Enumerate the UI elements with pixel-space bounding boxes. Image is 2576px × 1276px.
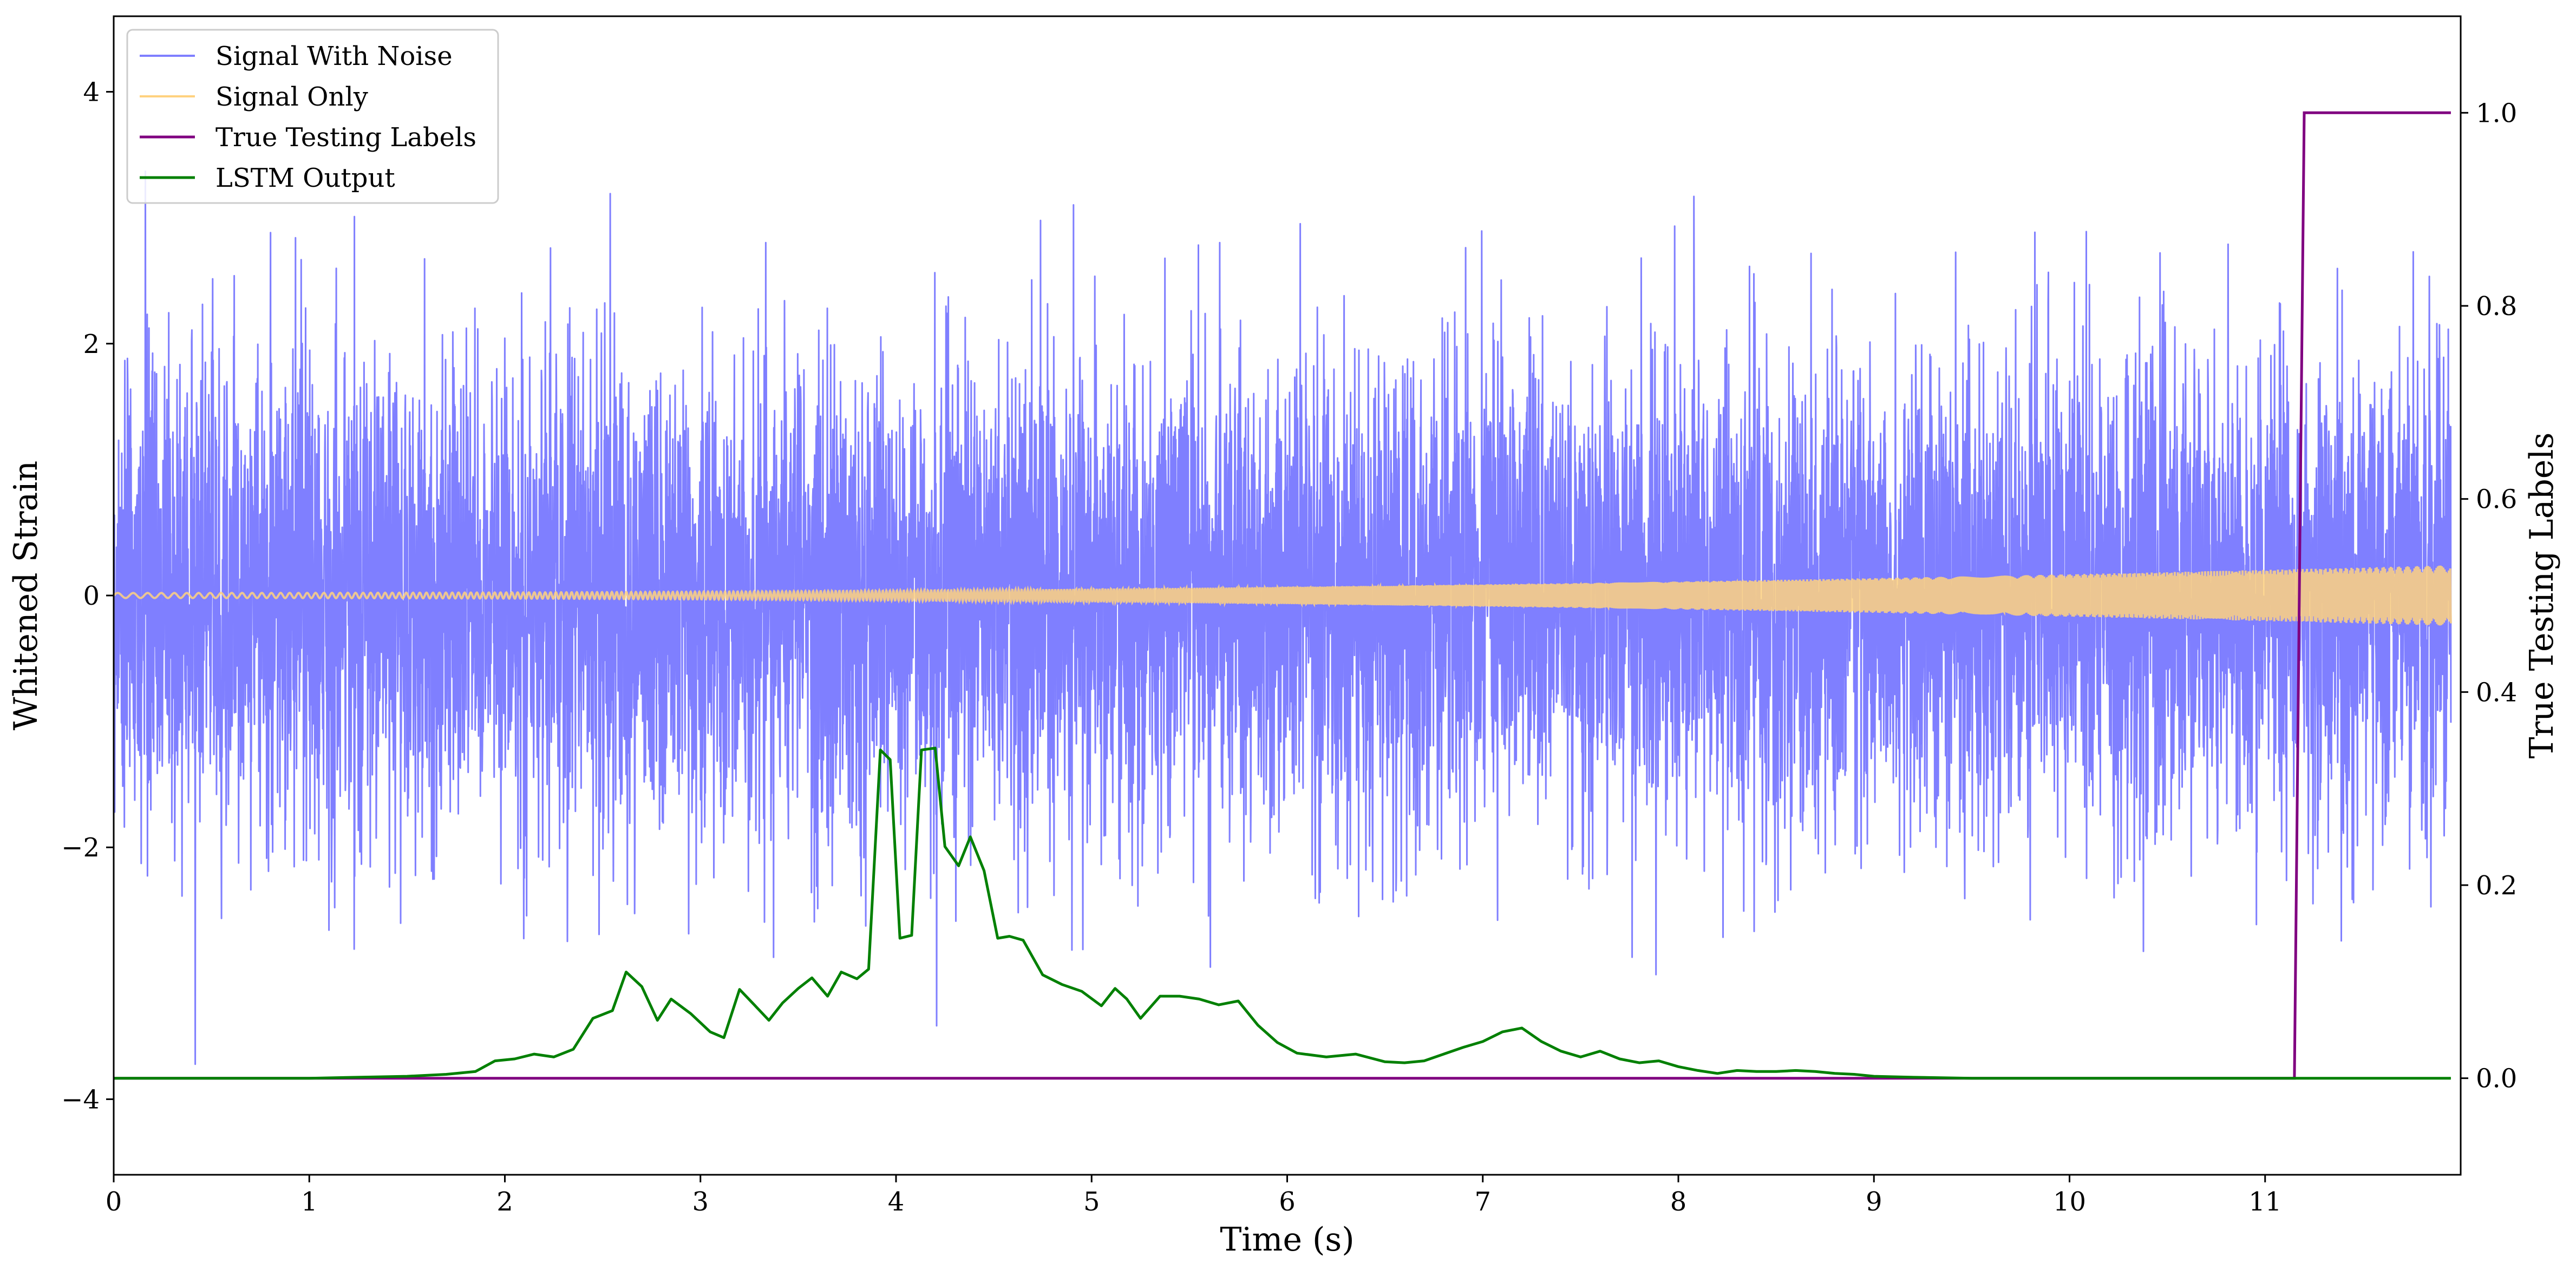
y-right-tick-label: 0.6 <box>2476 485 2517 515</box>
legend-label-true-testing-labels: True Testing Labels <box>215 122 476 153</box>
y-left-tick-label: −2 <box>61 833 100 863</box>
y-right-tick-label: 0.8 <box>2476 291 2517 322</box>
legend-label-signal-with-noise: Signal With Noise <box>215 41 453 71</box>
legend-box <box>126 29 499 204</box>
series-true-testing-labels <box>114 111 2451 1080</box>
y-left-tick-label: 4 <box>83 77 100 108</box>
x-tick-label: 8 <box>1670 1187 1687 1217</box>
x-tick-label: 3 <box>692 1187 709 1217</box>
x-tick-label: 2 <box>496 1187 513 1217</box>
x-tick-label: 11 <box>2248 1187 2281 1217</box>
x-tick-label: 1 <box>301 1187 318 1217</box>
y-axis-left: −4 −2 0 2 4 <box>61 77 114 1115</box>
y-axis-right-title: True Testing Labels <box>2523 433 2561 759</box>
x-tick-label: 0 <box>106 1187 122 1217</box>
legend-label-lstm-output: LSTM Output <box>215 163 395 193</box>
x-tick-label: 7 <box>1474 1187 1491 1217</box>
x-axis-title: Time (s) <box>1220 1221 1354 1259</box>
x-tick-label: 9 <box>1866 1187 1882 1217</box>
plot-area <box>114 111 2452 1080</box>
y-left-tick-label: 0 <box>83 581 100 611</box>
x-tick-label: 6 <box>1279 1187 1296 1217</box>
y-axis-left-title: Whitened Strain <box>7 461 45 730</box>
y-right-tick-label: 0.4 <box>2476 677 2517 708</box>
series-signal-with-noise <box>114 170 2452 1065</box>
x-tick-label: 4 <box>888 1187 905 1217</box>
x-tick-label: 5 <box>1083 1187 1100 1217</box>
y-right-tick-label: 0.2 <box>2476 871 2517 901</box>
y-left-tick-label: 2 <box>83 329 100 359</box>
series-lstm-output <box>114 747 2451 1080</box>
x-axis: 0 1 2 3 4 5 6 7 8 9 10 11 <box>106 1175 2281 1217</box>
y-axis-right: 0.0 0.2 0.4 0.6 0.8 1.0 <box>2461 98 2517 1094</box>
series-signal-only <box>114 565 2452 626</box>
x-tick-label: 10 <box>2053 1187 2086 1217</box>
y-right-tick-label: 1.0 <box>2476 98 2517 128</box>
legend-label-signal-only: Signal Only <box>215 82 368 112</box>
y-left-tick-label: −4 <box>61 1084 100 1115</box>
y-right-tick-label: 0.0 <box>2476 1064 2517 1094</box>
legend: Signal With Noise Signal Only True Testi… <box>126 29 499 204</box>
